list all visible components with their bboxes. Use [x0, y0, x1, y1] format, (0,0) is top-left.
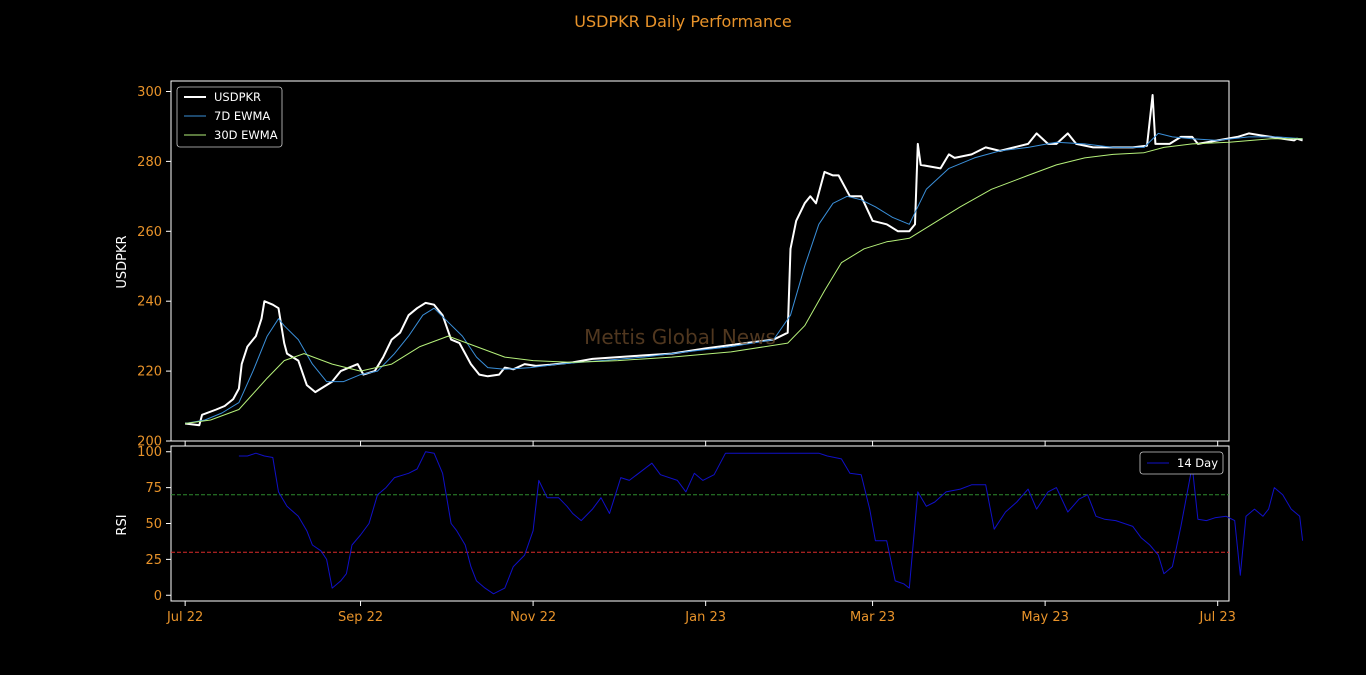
rsi-lines: [238, 451, 1304, 595]
rsi-panel: 0 25 50 75 100 RSI 14 Day: [115, 445, 1304, 604]
x-tick-label-Jul-22: Jul 22: [166, 610, 203, 625]
x-tick-label-May-23: May 23: [1021, 610, 1069, 625]
rsi-y-tick-label-50: 50: [145, 517, 162, 532]
series-line-7d-ewma: [185, 132, 1303, 424]
chart-title: USDPKR Daily Performance: [574, 12, 792, 31]
series-line-14-day: [238, 451, 1304, 595]
price-y-tick-label-240: 240: [137, 295, 162, 310]
price-y-tick-label-260: 260: [137, 225, 162, 240]
x-tick-label-Mar-23: Mar 23: [850, 610, 895, 625]
rsi-legend: 14 Day: [1139, 451, 1224, 475]
x-tick-label-Sep-22: Sep 22: [338, 610, 383, 625]
price-legend: USDPKR 7D EWMA 30D EWMA: [176, 86, 283, 148]
x-ticks: Jul 22 Sep 22 Nov 22 Jan 23 Mar 23 May 23 Jul …: [166, 441, 1236, 625]
price-panel-frame: [170, 80, 1230, 442]
rsi-y-ticks: 0 25 50 75 100: [137, 445, 171, 604]
price-y-tick-label-200: 200: [137, 435, 162, 450]
price-y-tick-label-280: 280: [137, 155, 162, 170]
series-line-30d-ewma: [185, 138, 1303, 424]
x-tick-label-Jul-23: Jul 23: [1199, 610, 1236, 625]
price-y-tick-label-300: 300: [137, 85, 162, 100]
rsi-y-label: RSI: [115, 514, 130, 535]
rsi-y-tick-label-25: 25: [145, 553, 162, 568]
rsi-y-tick-label-100: 100: [137, 445, 162, 460]
legend-label-14-day: 14 Day: [1177, 456, 1218, 470]
legend-label-30d-ewma: 30D EWMA: [214, 128, 278, 142]
price-panel: 200 220 240 260 280 300 USDPKR USDPKR 7D EWMA…: [115, 80, 1303, 450]
price-y-tick-label-220: 220: [137, 365, 162, 380]
rsi-y-tick-label-0: 0: [154, 589, 162, 604]
legend-label-usdpkr: USDPKR: [214, 90, 261, 104]
rsi-y-tick-label-75: 75: [145, 481, 162, 496]
legend-label-7d-ewma: 7D EWMA: [214, 109, 270, 123]
x-tick-label-Jan-23: Jan 23: [684, 610, 726, 625]
price-y-label: USDPKR: [115, 235, 130, 288]
rsi-panel-frame: [170, 445, 1230, 602]
price-lines: [184, 94, 1303, 427]
rsi-reference-lines: [171, 494, 1229, 553]
watermark: Mettis Global News: [584, 325, 776, 349]
price-y-ticks: 200 220 240 260 280 300: [137, 85, 171, 450]
x-tick-label-Nov-22: Nov 22: [510, 610, 556, 625]
